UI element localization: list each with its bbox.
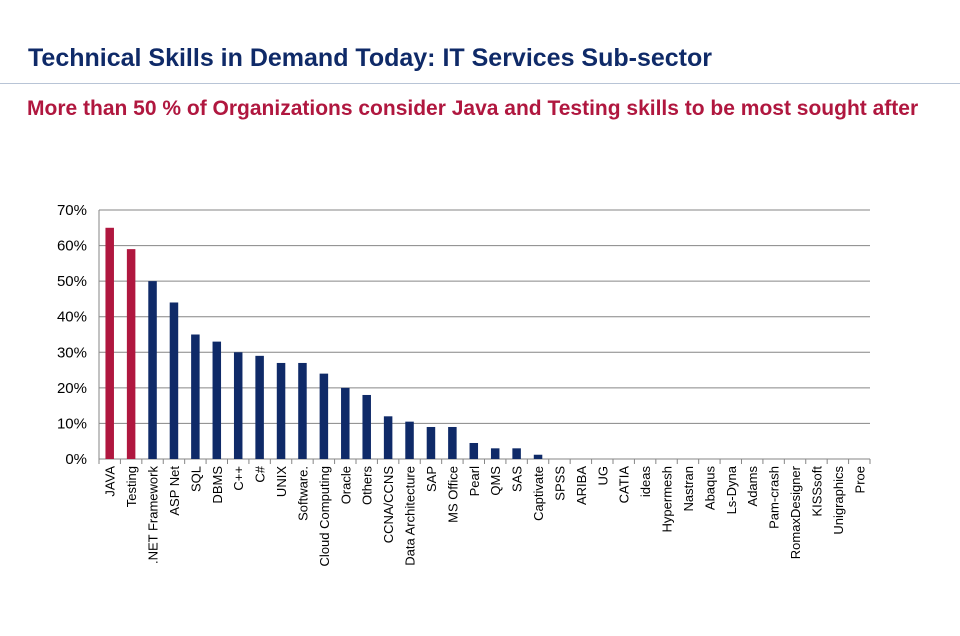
x-tick-label: Pam-crash <box>767 466 782 529</box>
slide-subtitle: More than 50 % of Organizations consider… <box>27 97 919 120</box>
bar <box>469 442 479 459</box>
y-tick-label: 50% <box>57 273 87 290</box>
bar <box>341 387 350 459</box>
bar <box>191 334 200 459</box>
y-tick-label: 60% <box>57 238 87 255</box>
x-tick-label: Nastran <box>681 466 696 512</box>
bar <box>383 416 393 459</box>
x-tick-label: Hypermesh <box>660 466 675 532</box>
x-tick-label: Cloud Computing <box>317 466 332 566</box>
x-tick-label: SQL <box>188 466 203 492</box>
x-tick-label: ideas <box>638 466 653 498</box>
x-tick-label: CCNA/CCNS <box>381 466 396 544</box>
bar <box>212 341 222 459</box>
bar <box>512 448 521 459</box>
bar <box>255 355 264 459</box>
x-axis-tick-labels: JAVA Testing .NET Framework ASP Net SQL DBMS C… <box>103 465 868 566</box>
x-tick-label: Proe <box>852 466 867 493</box>
bar <box>533 454 543 459</box>
bar <box>490 448 500 459</box>
x-tick-label: Pearl <box>467 466 482 496</box>
x-tick-label: QMS <box>488 466 503 496</box>
x-tick-label: .NET Framework <box>146 466 161 564</box>
x-tick-label: SAP <box>424 466 439 492</box>
bar <box>233 352 243 459</box>
y-tick-label: 0% <box>65 451 87 468</box>
x-tick-label: C++ <box>231 466 246 491</box>
x-tick-label: Abaqus <box>702 466 717 511</box>
y-tick-label: 10% <box>57 415 87 432</box>
x-tick-label: Unigraphics <box>831 466 846 535</box>
x-tick-label: Adams <box>745 466 760 507</box>
x-tick-label: MS Office <box>445 466 460 523</box>
y-tick-label: 70% <box>57 202 87 219</box>
y-tick-label: 20% <box>57 380 87 397</box>
x-tick-label: KISSsoft <box>809 466 824 517</box>
slide-title: Technical Skills in Demand Today: IT Ser… <box>28 44 713 72</box>
x-tick-label: CATIA <box>617 466 632 504</box>
bar <box>426 426 436 459</box>
x-tick-label: UG <box>595 466 610 486</box>
x-tick-label: Ls-Dyna <box>724 465 739 514</box>
x-tick-label: Testing <box>124 466 139 507</box>
x-tick-label: Others <box>360 466 375 506</box>
bar <box>319 373 329 459</box>
x-tick-label: JAVA <box>103 466 118 497</box>
x-tick-label: Oracle <box>338 466 353 504</box>
x-tick-label: ARIBA <box>574 466 589 505</box>
x-tick-label: UNIX <box>274 466 289 497</box>
x-tick-label: Data Architecture <box>403 466 418 566</box>
x-tick-label: DBMS <box>210 466 225 504</box>
x-tick-label: SAS <box>510 466 525 492</box>
title-divider <box>0 83 960 84</box>
y-tick-label: 30% <box>57 344 87 361</box>
y-axis-tick-labels: 0% 10% 20% 30% 40% 50% 60% 70% <box>57 202 87 468</box>
bar <box>105 227 114 459</box>
x-tick-label: SPSS <box>552 466 567 501</box>
y-tick-label: 40% <box>57 309 87 326</box>
bar <box>362 394 371 459</box>
gridlines <box>98 209 871 464</box>
x-tick-label: ASP Net <box>167 466 182 516</box>
bar <box>276 362 286 459</box>
x-tick-label: RomaxDesigner <box>788 465 803 559</box>
x-tick-label: C# <box>253 465 268 482</box>
bar <box>169 302 179 459</box>
bar <box>298 362 307 459</box>
bar <box>126 249 136 459</box>
x-tick-label: Software. <box>295 466 310 521</box>
bars <box>105 227 543 459</box>
bar <box>448 426 457 459</box>
x-tick-label: Captivate <box>531 466 546 521</box>
bar <box>405 421 414 459</box>
bar <box>148 281 157 459</box>
